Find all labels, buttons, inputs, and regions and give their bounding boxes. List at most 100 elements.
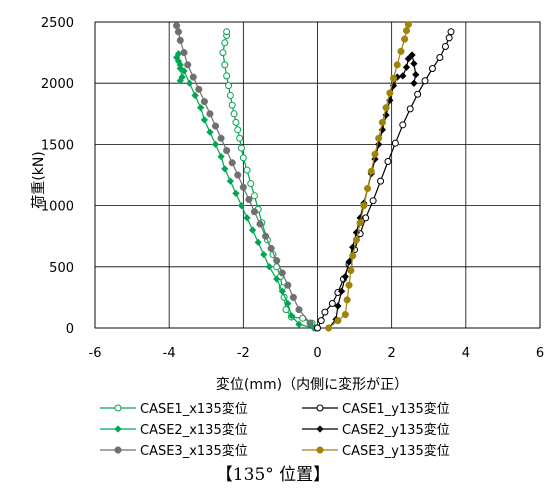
data-point (273, 257, 281, 265)
series-line (316, 31, 452, 329)
data-point (237, 201, 246, 210)
data-point (211, 122, 220, 130)
legend-item: CASE1_y135変位 (302, 401, 450, 417)
data-point (243, 166, 251, 174)
data-point (377, 177, 385, 185)
data-point (284, 299, 292, 308)
data-point (176, 77, 184, 85)
data-point (328, 300, 336, 308)
data-point (226, 91, 234, 99)
data-point (410, 79, 418, 87)
legend-marker (316, 404, 324, 412)
data-point (391, 139, 399, 147)
data-point (247, 180, 255, 188)
series-1 (219, 28, 320, 332)
data-point (389, 74, 398, 82)
x-tick-label: 6 (536, 346, 544, 361)
legend-label: CASE2_x135変位 (140, 422, 248, 438)
series-line (328, 24, 409, 329)
data-point (217, 134, 225, 142)
data-point (289, 293, 297, 301)
data-point (393, 61, 401, 69)
grid-lines (94, 21, 541, 329)
data-point (223, 28, 231, 36)
data-point (239, 183, 247, 191)
data-point (406, 105, 414, 113)
data-point (176, 36, 184, 44)
data-point (349, 252, 357, 260)
legend-marker (114, 425, 122, 433)
legend-item: CASE2_y135変位 (302, 422, 450, 438)
series-4 (314, 28, 455, 332)
data-point (236, 134, 244, 142)
y-tick-label: 0 (66, 322, 74, 337)
legend-label: CASE3_y135変位 (342, 443, 450, 459)
data-point (345, 258, 353, 266)
series-3 (173, 22, 322, 332)
data-point (428, 65, 436, 73)
data-point (282, 306, 290, 314)
data-point (200, 98, 208, 106)
x-axis-title: 変位(mm)（内側に変形が正） (216, 376, 408, 393)
data-point (402, 27, 411, 35)
data-point (386, 89, 394, 97)
legend-item: CASE3_x135変位 (100, 443, 248, 459)
data-point (436, 53, 444, 61)
legend-label: CASE3_x135変位 (140, 443, 248, 459)
data-point (404, 20, 412, 28)
data-point (248, 226, 257, 234)
legend-item: CASE3_y135変位 (302, 443, 450, 459)
x-tick-label: 4 (462, 346, 470, 361)
y-tick-label: 2500 (41, 16, 74, 31)
data-point (262, 232, 270, 240)
data-point (234, 126, 242, 134)
data-point (197, 104, 205, 112)
data-point (176, 64, 184, 73)
data-point (254, 238, 262, 246)
data-point (337, 287, 346, 295)
data-point (414, 90, 422, 98)
legend-label: CASE2_y135変位 (342, 422, 450, 438)
data-point (228, 159, 236, 167)
data-point (265, 263, 273, 271)
data-point (306, 319, 314, 327)
data-point (234, 171, 242, 179)
data-point (287, 312, 296, 320)
data-point (367, 167, 375, 175)
data-point (325, 324, 333, 332)
data-point (334, 302, 342, 310)
data-point (278, 269, 286, 277)
x-tick-label: -4 (163, 346, 176, 361)
data-point (221, 165, 229, 173)
data-point (356, 219, 364, 227)
data-point (408, 51, 416, 59)
data-point (267, 244, 275, 252)
data-point (225, 82, 232, 90)
data-point (341, 272, 349, 281)
data-point (295, 320, 303, 328)
data-point (421, 77, 429, 85)
data-point (223, 146, 231, 155)
data-point (174, 28, 182, 36)
series-2 (172, 50, 318, 332)
data-point (217, 153, 225, 161)
data-point (256, 220, 264, 228)
data-point (364, 184, 372, 193)
data-point (334, 317, 342, 325)
data-point (278, 287, 286, 295)
data-point (221, 39, 229, 47)
data-point (173, 22, 181, 30)
data-point (239, 154, 247, 162)
legend-marker (316, 446, 324, 454)
data-point (273, 275, 281, 283)
data-point (402, 63, 411, 71)
series-6 (325, 20, 412, 332)
data-point (189, 73, 197, 81)
data-point (284, 281, 292, 289)
data-point (191, 91, 199, 100)
data-point (195, 85, 203, 93)
data-point (321, 308, 329, 316)
legend-marker (114, 404, 122, 412)
data-point (384, 158, 392, 166)
data-point (360, 202, 368, 210)
